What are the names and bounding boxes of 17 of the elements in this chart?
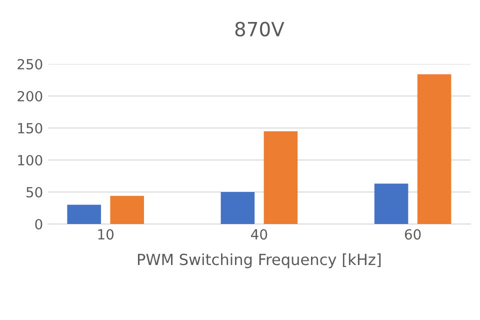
x-tick-label: 10 (98, 229, 114, 240)
bar (220, 192, 255, 224)
y-tick-label: 100 (18, 154, 42, 166)
bar (67, 204, 101, 224)
bar (264, 131, 298, 224)
bar (110, 196, 144, 224)
bar (374, 184, 408, 224)
x-tick-label: 60 (404, 229, 421, 240)
x-axis-title: PWM Switching Frequency [kHz] (138, 253, 381, 268)
y-tick-label: 50 (26, 186, 42, 198)
x-tick-label: 40 (251, 229, 268, 240)
y-tick-label: 0 (35, 218, 42, 230)
y-tick-label: 200 (18, 90, 42, 102)
y-tick-label: 150 (18, 122, 42, 134)
y-tick-label: 250 (18, 58, 42, 70)
chart-title: 870V (235, 22, 284, 36)
bar (417, 74, 452, 224)
